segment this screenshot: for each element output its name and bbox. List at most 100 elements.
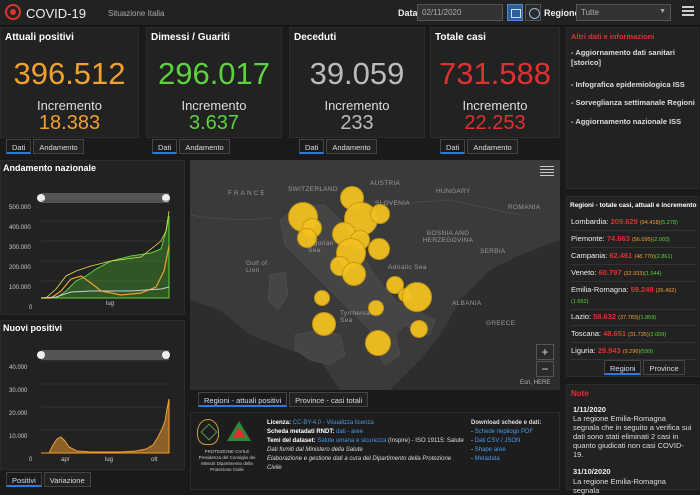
kpi-increment-value: 3.637 <box>188 112 240 134</box>
app-subtitle: Situazione Italia <box>108 9 165 18</box>
kpi-increment-label: Incremento <box>36 98 103 113</box>
tab-andamento[interactable]: Andamento <box>33 139 84 154</box>
kpi-value: 731.588 <box>438 56 552 91</box>
tab-variazione[interactable]: Variazione <box>43 472 91 487</box>
y-tick-label: 40.000 <box>9 365 28 371</box>
kpi-value: 396.512 <box>13 56 126 91</box>
region-bubble[interactable] <box>410 320 428 338</box>
nuovi-positivi-chart-panel: Nuovi positivi 40.000 30.000 20.000 10.0… <box>0 320 185 470</box>
tab-dati[interactable]: Dati <box>6 139 32 154</box>
y-tick-label: 200.000 <box>9 265 31 271</box>
tab-andamento[interactable]: Andamento <box>179 139 230 154</box>
tab-andamento[interactable]: Andamento <box>467 139 518 154</box>
y-tick-label: 300.000 <box>9 245 31 251</box>
link-aggiornamento-dati[interactable]: Aggiornamento dati sanitari [storico] <box>571 48 697 68</box>
kpi-value: 296.017 <box>157 56 271 91</box>
calendar-icon[interactable] <box>507 4 523 21</box>
link-sorveglianza[interactable]: Sorveglianza settimanale Regioni <box>571 98 697 108</box>
region-bubble[interactable] <box>368 238 390 260</box>
y-tick-label: 400.000 <box>9 225 31 231</box>
kpi-title: Dimessi / Guariti <box>151 32 230 43</box>
tab-dati[interactable]: Dati <box>440 139 466 154</box>
region-bubble[interactable] <box>297 228 317 248</box>
note-date: 1/11/2020 <box>573 405 606 414</box>
covid-logo-icon <box>5 4 21 20</box>
dataset-theme-link[interactable]: Salute umana e sicurezza <box>317 438 387 444</box>
link-infografica[interactable]: Infografica epidemiologica ISS <box>571 80 697 90</box>
nuovi-positivi-chart <box>37 350 170 454</box>
range-start-handle[interactable] <box>37 194 45 202</box>
list-item: Piemonte: 74.663 (56.095)(2.003) <box>571 234 697 248</box>
download-link[interactable]: Schede riepilogo PDF <box>474 429 534 435</box>
range-end-handle[interactable] <box>162 194 170 202</box>
menu-icon[interactable] <box>682 6 694 18</box>
x-tick-label: lug <box>106 301 115 307</box>
zoom-in-button[interactable]: + <box>536 344 554 360</box>
link-aggiornamento-iss[interactable]: Aggiornamento nazionale ISS <box>571 117 697 127</box>
tab-positivi[interactable]: Positivi <box>6 472 42 487</box>
map-label-serbia: SERBIA <box>480 248 506 255</box>
map-tabs: Regioni - attuali positivi Province - ca… <box>198 392 370 407</box>
tab-andamento[interactable]: Andamento <box>326 139 377 154</box>
region-bubble[interactable] <box>365 330 391 356</box>
zoom-out-button[interactable]: − <box>536 361 554 377</box>
map-label-france: FRANCE <box>228 190 267 197</box>
list-item: Campania: 62.461 (48.770)(2.861) <box>571 251 697 265</box>
range-start-handle[interactable] <box>37 351 45 359</box>
tab-regioni[interactable]: Regioni <box>604 360 642 375</box>
kpi-increment-label: Incremento <box>462 98 528 113</box>
notes-panel: Note 1/11/2020 La regione Emilia-Romagna… <box>566 384 699 495</box>
date-input[interactable]: 02/11/2020 <box>417 4 503 21</box>
italy-map[interactable]: FRANCE SWITZERLAND AUSTRIA HUNGARY SLOVE… <box>190 160 560 390</box>
tab-dati[interactable]: Dati <box>299 139 325 154</box>
andamento-chart-panel: Andamento nazionale 500.000 400.000 300.… <box>0 160 185 315</box>
kpi-deceduti: Deceduti 39.059 Incremento 233 <box>289 27 425 138</box>
region-bubble[interactable] <box>368 300 384 316</box>
kpi-tabs-4: Dati Andamento <box>440 139 520 154</box>
metadata-link[interactable]: dati - aree <box>336 429 364 435</box>
footer-license-text: Licenza: CC-BY-4.0 - Visualizza licenza … <box>267 420 464 471</box>
tab-dati[interactable]: Dati <box>152 139 178 154</box>
region-bubble[interactable] <box>342 262 366 286</box>
region-bubble[interactable] <box>370 204 390 224</box>
map-label-ligurian-sea: Ligurian Sea <box>308 240 334 254</box>
region-bubble[interactable] <box>402 282 432 312</box>
kpi-totale-casi: Totale casi 731.588 Incremento 22.253 <box>430 27 560 138</box>
download-link[interactable]: Metadata <box>474 456 500 462</box>
clock-icon[interactable] <box>525 4 541 21</box>
license-link[interactable]: CC-BY-4.0 - Visualizza licenza <box>292 420 374 426</box>
map-label-greece: GREECE <box>486 320 516 327</box>
download-link[interactable]: Shape aree <box>474 447 506 453</box>
y-tick-label: 0 <box>29 457 33 463</box>
tab-province[interactable]: Province <box>643 360 685 375</box>
list-item: Liguria: 29.943 (9.296)(599) <box>571 346 697 360</box>
note-text: La regione Emilia-Romagna segnala che in… <box>573 414 692 459</box>
kpi-title: Attuali positivi <box>5 32 74 43</box>
notes-heading: Note <box>571 389 589 398</box>
kpi-increment-label: Incremento <box>181 98 247 113</box>
regions-panel: Regioni - totale casi, attuali e increme… <box>566 196 699 377</box>
kpi-tabs-1: Dati Andamento <box>6 139 86 154</box>
region-select[interactable]: Tutte ▼ <box>576 4 671 21</box>
tab-regioni-attuali[interactable]: Regioni - attuali positivi <box>198 392 288 407</box>
list-item: Veneto: 60.797 (32.933)(1.544) <box>571 268 697 282</box>
map-label-hungary: HUNGARY <box>436 188 471 195</box>
kpi-attuali-positivi: Attuali positivi 396.512 Incremento 18.3… <box>0 27 139 138</box>
tab-province-casi[interactable]: Province - casi totali <box>289 392 369 407</box>
x-tick-label: lug <box>105 457 114 463</box>
layers-icon[interactable] <box>540 166 554 180</box>
map-attribution: Esri, HERE <box>518 380 553 386</box>
download-link[interactable]: Dati CSV / JSON <box>474 438 521 444</box>
y-axis-labels: 500.000 400.000 300.000 200.000 100.000 … <box>9 198 32 318</box>
map-label-tyrrhenian-sea: Tyrrhenian Sea <box>340 310 374 324</box>
map-label-slovenia: SLOVENIA <box>375 200 410 207</box>
chart-title: Nuovi positivi <box>3 323 63 333</box>
list-item: Lazio: 58.632 (37.783)(1.859) <box>571 312 697 326</box>
y-tick-label: 30.000 <box>9 388 28 394</box>
kpi-tabs-2: Dati Andamento <box>152 139 232 154</box>
footer-org-name: PROTEZIONE CIVILE Presidenza del Consigl… <box>198 449 256 472</box>
range-end-handle[interactable] <box>162 351 170 359</box>
region-bubble[interactable] <box>312 312 336 336</box>
region-bubble[interactable] <box>314 290 330 306</box>
kpi-title: Totale casi <box>435 32 486 43</box>
